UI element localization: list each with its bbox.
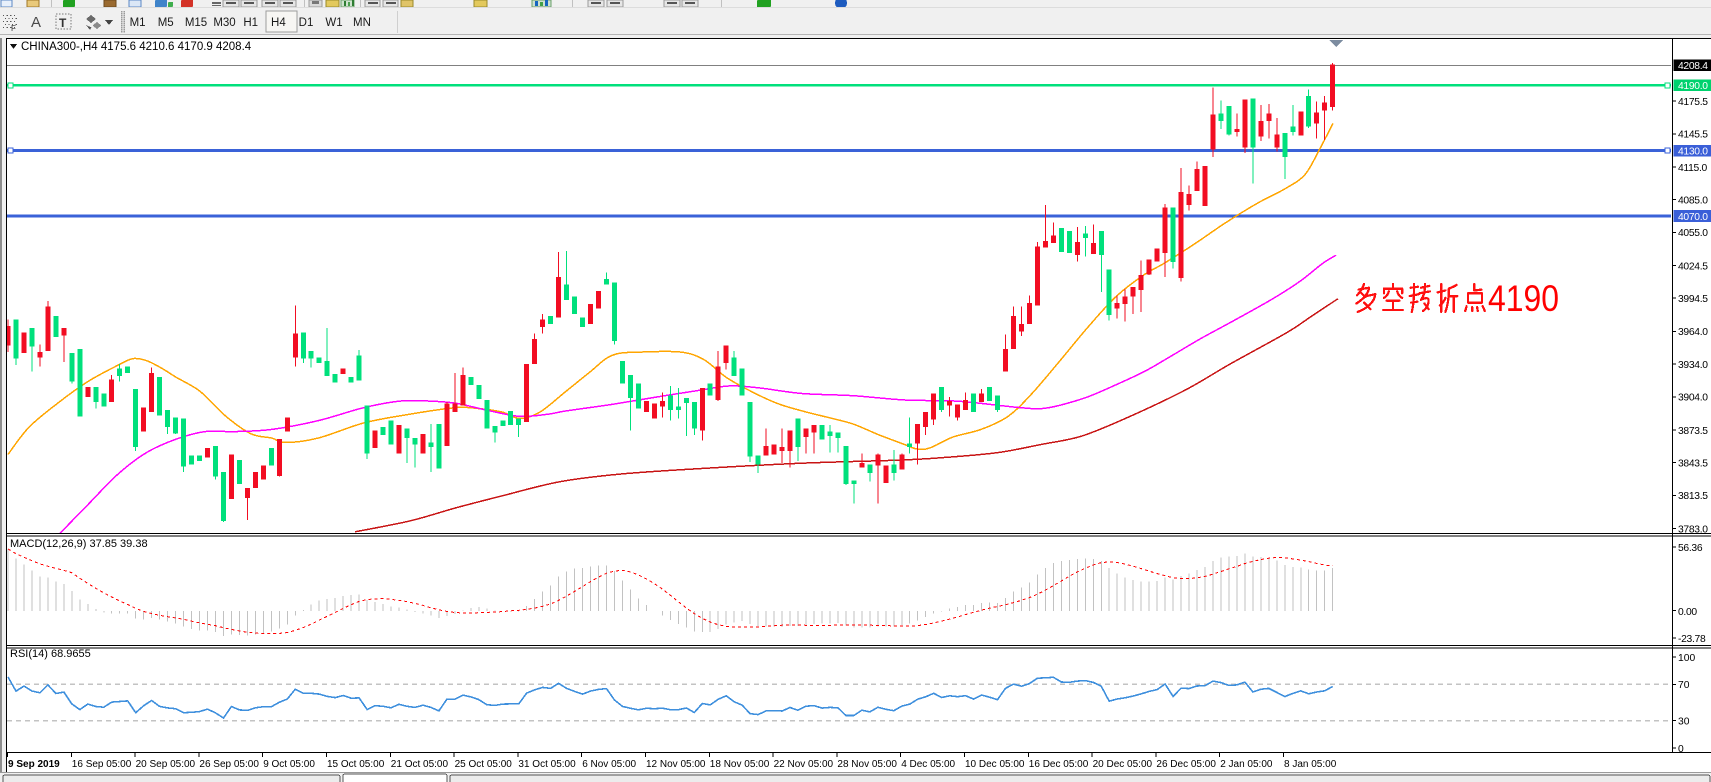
svg-text:M30: M30 xyxy=(213,17,235,29)
svg-text:100: 100 xyxy=(1678,653,1695,664)
svg-text:16 Sep 05:00: 16 Sep 05:00 xyxy=(72,759,132,770)
svg-text:4175.5: 4175.5 xyxy=(1678,97,1708,108)
svg-text:3934.0: 3934.0 xyxy=(1678,360,1708,371)
svg-text:26 Sep 05:00: 26 Sep 05:00 xyxy=(199,759,259,770)
svg-text:3813.5: 3813.5 xyxy=(1678,491,1708,502)
svg-text:20 Dec 05:00: 20 Dec 05:00 xyxy=(1093,759,1153,770)
svg-text:RSI(14) 68.9655: RSI(14) 68.9655 xyxy=(10,648,91,660)
svg-text:F: F xyxy=(11,24,16,33)
svg-text:4130.0: 4130.0 xyxy=(1678,146,1708,157)
svg-text:3964.0: 3964.0 xyxy=(1678,327,1708,338)
svg-text:4085.0: 4085.0 xyxy=(1678,195,1708,206)
svg-text:12 Nov 05:00: 12 Nov 05:00 xyxy=(646,759,706,770)
svg-text:3843.5: 3843.5 xyxy=(1678,458,1708,469)
svg-text:22 Nov 05:00: 22 Nov 05:00 xyxy=(774,759,834,770)
svg-text:6 Nov 05:00: 6 Nov 05:00 xyxy=(582,759,636,770)
svg-text:16 Dec 05:00: 16 Dec 05:00 xyxy=(1029,759,1089,770)
svg-text:25 Oct 05:00: 25 Oct 05:00 xyxy=(455,759,513,770)
svg-text:30: 30 xyxy=(1678,717,1690,728)
svg-text:4 Dec 05:00: 4 Dec 05:00 xyxy=(901,759,955,770)
svg-text:W1: W1 xyxy=(325,17,342,29)
svg-text:4190: 4190 xyxy=(1488,278,1559,319)
svg-text:10 Dec 05:00: 10 Dec 05:00 xyxy=(965,759,1025,770)
svg-text:H1: H1 xyxy=(243,17,258,29)
svg-text:M1: M1 xyxy=(130,17,146,29)
svg-text:3783.0: 3783.0 xyxy=(1678,524,1708,535)
svg-text:T: T xyxy=(59,16,67,30)
svg-text:9 Sep 2019: 9 Sep 2019 xyxy=(8,759,60,770)
svg-text:4190.0: 4190.0 xyxy=(1678,81,1708,92)
svg-text:0: 0 xyxy=(1678,744,1684,755)
svg-text:3873.5: 3873.5 xyxy=(1678,426,1708,437)
svg-text:M5: M5 xyxy=(158,17,174,29)
svg-text:26 Dec 05:00: 26 Dec 05:00 xyxy=(1156,759,1216,770)
svg-text:MACD(12,26,9) 37.85 39.38: MACD(12,26,9) 37.85 39.38 xyxy=(10,538,148,550)
svg-text:4055.0: 4055.0 xyxy=(1678,228,1708,239)
svg-text:H4: H4 xyxy=(271,17,286,29)
svg-text:15 Oct 05:00: 15 Oct 05:00 xyxy=(327,759,385,770)
svg-text:M15: M15 xyxy=(185,17,207,29)
svg-text:3994.5: 3994.5 xyxy=(1678,294,1708,305)
svg-text:31 Oct 05:00: 31 Oct 05:00 xyxy=(518,759,576,770)
svg-text:0.00: 0.00 xyxy=(1678,607,1697,618)
svg-text:4070.0: 4070.0 xyxy=(1678,212,1708,223)
svg-text:4208.4: 4208.4 xyxy=(1678,61,1708,72)
svg-text:70: 70 xyxy=(1678,680,1690,691)
svg-text:CHINA300-,H4 4175.6 4210.6 41: CHINA300-,H4 4175.6 4210.6 4170.9 4208.4 xyxy=(21,41,252,53)
svg-text:4024.5: 4024.5 xyxy=(1678,261,1708,272)
svg-text:4115.0: 4115.0 xyxy=(1678,163,1708,174)
svg-text:20 Sep 05:00: 20 Sep 05:00 xyxy=(136,759,196,770)
svg-text:MN: MN xyxy=(353,17,371,29)
svg-text:4145.5: 4145.5 xyxy=(1678,130,1708,141)
svg-text:56.36: 56.36 xyxy=(1678,543,1703,554)
svg-text:3904.0: 3904.0 xyxy=(1678,393,1708,404)
svg-text:28 Nov 05:00: 28 Nov 05:00 xyxy=(837,759,897,770)
svg-text:-23.78: -23.78 xyxy=(1678,634,1706,645)
svg-text:21 Oct 05:00: 21 Oct 05:00 xyxy=(391,759,449,770)
svg-text:18 Nov 05:00: 18 Nov 05:00 xyxy=(710,759,770,770)
svg-text:2 Jan 05:00: 2 Jan 05:00 xyxy=(1220,759,1273,770)
svg-text:8 Jan 05:00: 8 Jan 05:00 xyxy=(1284,759,1337,770)
svg-text:A: A xyxy=(31,14,41,31)
svg-text:D1: D1 xyxy=(299,17,314,29)
svg-text:9 Oct 05:00: 9 Oct 05:00 xyxy=(263,759,315,770)
